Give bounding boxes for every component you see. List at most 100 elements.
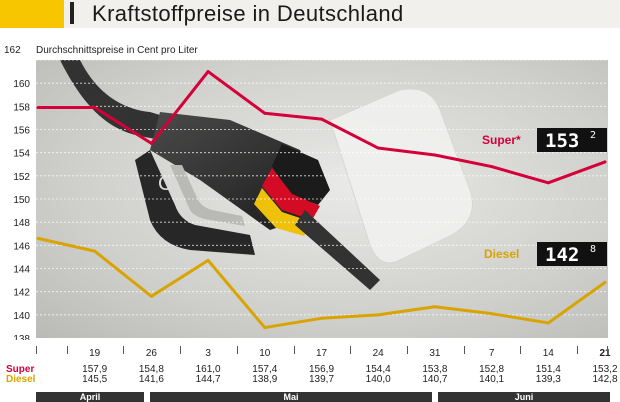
diesel-value-cell: 141,6 [138, 374, 164, 385]
data-point [433, 305, 437, 309]
diesel-value-cell: 138,9 [252, 374, 278, 385]
week-tick [463, 346, 465, 354]
super-value-cell: 161,0 [195, 364, 221, 375]
series-group [36, 70, 607, 330]
week-tick [520, 346, 522, 354]
week-tick [293, 346, 295, 354]
week-date-label: 14 [542, 348, 554, 359]
data-point [263, 111, 267, 115]
y-tick-label: 152 [13, 172, 30, 183]
super-value-cell: 152,8 [479, 364, 505, 375]
week-tick [36, 346, 37, 354]
week-tick [350, 346, 352, 354]
y-tick-label: 156 [13, 126, 30, 137]
y-tick-label: 148 [13, 218, 30, 229]
super-value-cell: 154,8 [138, 364, 164, 375]
diesel-value-cell: 145,5 [82, 374, 108, 385]
data-point [320, 316, 323, 320]
series-label-super: Super* [482, 133, 521, 147]
y-tick-label: 138 [13, 334, 30, 340]
month-label: April [36, 392, 144, 402]
data-point [206, 70, 210, 74]
y-tick-label: 150 [13, 195, 30, 206]
month-label: Juni [438, 392, 610, 402]
chart-title: Kraftstoffpreise in Deutschland [92, 1, 404, 26]
diesel-value-cell: 140,0 [365, 374, 391, 385]
diesel-value-cell: 142,8 [592, 374, 618, 385]
week-date-label: 3 [205, 348, 211, 359]
week-tick [123, 346, 125, 354]
week-date-label: 26 [145, 348, 157, 359]
week-date-label: 19 [89, 348, 101, 359]
chart-subtitle: Durchschnittspreise in Cent pro Liter [36, 45, 198, 56]
data-point [206, 258, 210, 262]
y-tick-label: 144 [13, 265, 30, 276]
data-point [149, 294, 153, 298]
diesel-price-display: 142 8 [537, 242, 607, 266]
week-tick [406, 346, 408, 354]
diesel-value-cell: 140,7 [422, 374, 448, 385]
super-price-display: 153 2 [537, 128, 607, 152]
y-axis: 138 140 142 144 146 148 150 152 154 156 158 160 162 [4, 45, 30, 340]
data-point [320, 117, 323, 121]
super-value-cell: 151,4 [535, 364, 561, 375]
y-tick-label: 158 [13, 102, 30, 113]
super-value-cell: 157,4 [252, 364, 278, 375]
y-tick-label: 146 [13, 241, 30, 252]
data-point [433, 153, 437, 157]
week-tick [577, 346, 578, 354]
super-display-main: 153 [545, 130, 579, 152]
diesel-value-cell: 140,1 [479, 374, 505, 385]
value-table: Super Diesel 19 157,9 145,5 26 154,8 141,6 3 161,… [0, 340, 620, 402]
series-label-diesel: Diesel [484, 247, 519, 261]
week-date-label: 24 [372, 348, 384, 359]
data-point [263, 326, 267, 330]
title-divider [70, 2, 74, 24]
y-tick-label: 140 [13, 311, 30, 322]
super-display-decimal: 2 [590, 130, 596, 141]
grid-lines [36, 59, 608, 316]
data-point [603, 160, 607, 164]
y-tick-label: 154 [13, 149, 30, 160]
diesel-value-cell: 139,7 [308, 374, 335, 385]
data-point [546, 181, 550, 185]
y-tick-label: 142 [13, 288, 30, 299]
week-tick [607, 346, 608, 354]
line-chart: C 138 140 142 144 146 148 150 152 154 156 158 160 16… [4, 45, 608, 340]
data-point [603, 280, 607, 284]
super-display-bg [537, 128, 607, 152]
super-value-cell: 156,9 [308, 364, 335, 375]
svg-text:C: C [158, 173, 172, 195]
row-label-diesel: Diesel [6, 374, 36, 385]
data-point [149, 141, 153, 145]
data-point [376, 146, 380, 150]
y-tick-label: 162 [4, 45, 21, 56]
row-label-super: Super [6, 364, 35, 375]
data-point [376, 313, 380, 317]
week-tick [236, 346, 238, 354]
brand-square [0, 0, 64, 28]
data-point [93, 105, 97, 109]
month-label: Mai [150, 392, 432, 402]
data-point [93, 249, 97, 253]
diesel-display-bg [537, 242, 607, 266]
header-bar: Kraftstoffpreise in Deutschland [0, 0, 620, 28]
diesel-value-cell: 139,3 [535, 374, 561, 385]
diesel-display-main: 142 [545, 244, 579, 266]
week-date-label: 17 [315, 348, 328, 359]
week-date-label: 10 [259, 348, 271, 359]
week-tick [180, 346, 182, 354]
diesel-value-cell: 144,7 [195, 374, 221, 385]
data-point [490, 312, 494, 316]
y-tick-label: 160 [13, 79, 30, 90]
data-point [36, 105, 40, 109]
super-value-cell: 153,8 [422, 364, 448, 375]
week-date-label: 21 [599, 348, 611, 359]
diesel-display-decimal: 8 [590, 244, 596, 255]
data-point [36, 236, 40, 240]
super-value-cell: 153,2 [592, 364, 618, 375]
week-date-label: 31 [429, 348, 441, 359]
data-point [490, 165, 494, 169]
super-value-cell: 154,4 [365, 364, 391, 375]
week-tick [66, 346, 68, 354]
